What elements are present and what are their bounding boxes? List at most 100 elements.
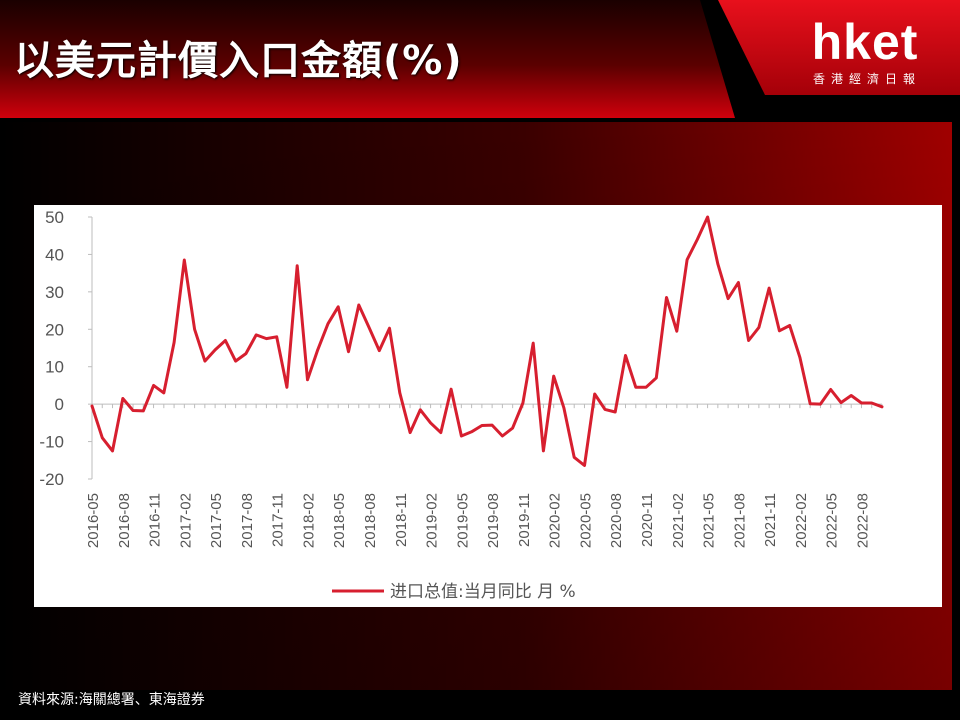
data-point (419, 408, 422, 411)
data-point (327, 322, 329, 325)
data-point (347, 350, 350, 353)
data-point (450, 388, 452, 390)
x-tick-label: 2018-02 (300, 493, 317, 548)
legend-label: 进口总值:当月同比 月 % (390, 582, 576, 602)
data-point (522, 402, 524, 404)
data-point (388, 327, 391, 329)
y-axis: -20 -10 0 10 20 30 40 50 (39, 208, 93, 489)
x-tick-label: 2021-08 (731, 493, 748, 548)
data-point (255, 334, 257, 336)
data-point (706, 216, 709, 218)
data-point (614, 411, 617, 413)
data-point (840, 401, 842, 404)
data-point (819, 403, 822, 405)
y-tick-label: 0 (55, 395, 64, 414)
data-point (481, 424, 483, 427)
y-tick-label: 40 (45, 245, 64, 264)
data-point (296, 264, 298, 267)
x-tick-label: 2022-05 (824, 493, 841, 548)
logo-subtitle: 香港經濟日報 (812, 72, 921, 86)
data-point (634, 386, 637, 389)
data-point (758, 326, 760, 329)
data-point (132, 409, 134, 412)
data-point (306, 379, 309, 381)
page-title: 以美元計價入口金額(%) (14, 38, 463, 84)
data-point (799, 356, 801, 359)
data-point (214, 349, 216, 351)
x-tick-label: 2020-02 (547, 493, 564, 548)
data-point (542, 450, 545, 452)
x-tick-label: 2019-05 (454, 493, 471, 548)
data-point (532, 342, 534, 344)
data-point (809, 402, 811, 405)
data-point (337, 306, 340, 308)
x-tick-label: 2021-05 (701, 493, 718, 548)
data-point (870, 402, 873, 404)
y-tick-label: 10 (45, 358, 64, 377)
data-point (727, 297, 729, 300)
x-tick-label: 2019-02 (424, 493, 441, 548)
x-tick-label: 2020-08 (608, 493, 625, 548)
data-point (101, 437, 104, 439)
data-point (111, 450, 114, 452)
data-point (440, 431, 442, 434)
data-point (655, 377, 658, 379)
legend: 进口总值:当月同比 月 % (332, 582, 576, 602)
data-point (398, 392, 401, 394)
x-tick-label: 2021-11 (762, 493, 779, 547)
data-point (778, 329, 781, 332)
data-point (604, 408, 606, 411)
x-tick-label: 2018-08 (362, 493, 379, 548)
data-point (491, 424, 493, 426)
data-point (881, 405, 883, 408)
data-point (676, 330, 678, 332)
series-line (90, 215, 884, 467)
data-point (788, 324, 791, 327)
x-tick-label: 2016-08 (116, 493, 133, 548)
data-point (860, 402, 863, 404)
data-point (583, 464, 586, 467)
data-point (429, 422, 432, 424)
data-point (593, 393, 596, 395)
data-point (747, 339, 750, 342)
data-point (275, 335, 278, 338)
x-tick-label: 2020-05 (577, 493, 594, 548)
data-point (409, 431, 411, 434)
data-point (224, 339, 227, 342)
y-tick-label: 30 (45, 283, 64, 302)
data-point (501, 435, 504, 437)
data-point (624, 354, 627, 357)
data-point (696, 238, 699, 241)
data-point (737, 281, 740, 284)
data-point (316, 349, 319, 351)
x-axis: 2016-05 2016-08 2016-11 2017-02 2017-05 2017-… (85, 403, 883, 548)
data-point (850, 394, 853, 397)
x-tick-label: 2018-05 (331, 493, 348, 548)
y-tick-label: -20 (39, 470, 64, 489)
data-point (91, 405, 93, 407)
x-tick-label: 2018-11 (393, 493, 410, 547)
hket-logo: hket 香港經濟日報 (790, 16, 940, 87)
data-point (552, 375, 555, 377)
data-point (121, 397, 124, 400)
data-point (163, 392, 165, 394)
x-tick-label: 2019-08 (485, 493, 502, 548)
data-point (378, 349, 381, 352)
source-note: 資料來源:海關總署、東海證券 (18, 692, 205, 708)
data-point (204, 360, 206, 362)
x-tick-label: 2017-05 (208, 493, 225, 548)
data-point (245, 352, 247, 355)
data-point (573, 456, 576, 459)
x-tick-label: 2022-02 (793, 493, 810, 548)
data-point (686, 258, 688, 261)
x-tick-label: 2017-11 (270, 493, 287, 547)
data-point (234, 360, 237, 362)
x-tick-label: 2021-02 (670, 493, 687, 548)
data-point (142, 410, 145, 412)
data-point (460, 435, 463, 437)
data-point (511, 427, 514, 429)
data-point (357, 304, 360, 306)
data-point (265, 337, 268, 340)
data-point (183, 259, 186, 261)
